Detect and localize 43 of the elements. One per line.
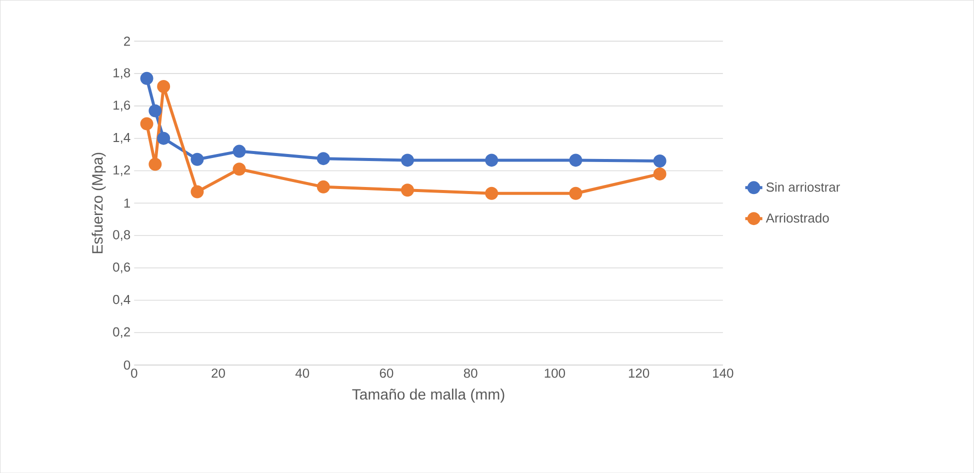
y-tick-label: 1,6 — [114, 100, 130, 112]
x-tick-label: 120 — [628, 368, 650, 378]
point — [401, 184, 414, 197]
x-tick-label: 0 — [131, 368, 138, 378]
point — [140, 72, 154, 85]
y-tick-label: 0,6 — [113, 262, 130, 274]
point — [157, 132, 170, 145]
y-tick-label: 1,2 — [114, 165, 130, 176]
point — [148, 104, 162, 118]
x-tick-label: 80 — [464, 368, 478, 378]
y-tick-label: 0,2 — [113, 327, 130, 338]
legend-label: Arriostrado — [766, 213, 829, 223]
y-tick-label: 2 — [124, 36, 130, 46]
x-tick-label: 40 — [295, 368, 310, 378]
x-tick-label: 140 — [713, 368, 734, 378]
point — [316, 180, 330, 194]
x-axis-title: Tamaño de malla (mm) — [352, 388, 504, 403]
legend-label: Sin arriostrar — [766, 182, 840, 192]
point — [148, 158, 162, 171]
y-tick-label: 1 — [124, 198, 130, 208]
x-tick-label: 20 — [212, 368, 225, 378]
y-tick-label: 1,8 — [114, 68, 130, 79]
point — [569, 154, 582, 167]
y-tick-label: 0,4 — [113, 294, 130, 306]
y-tick-label: 1,4 — [114, 132, 130, 144]
point — [190, 185, 204, 198]
point — [316, 152, 330, 165]
point — [569, 186, 582, 200]
y-axis-title: Esfuerzo (Mpa) — [92, 152, 106, 254]
x-tick-label: 60 — [380, 368, 394, 378]
x-tick-label: 100 — [544, 368, 566, 378]
point — [232, 144, 246, 158]
y-tick-label: 0 — [124, 360, 130, 370]
point — [232, 162, 246, 176]
y-tick-label: 0,8 — [113, 230, 130, 241]
point — [485, 154, 498, 167]
point — [190, 152, 204, 166]
point — [653, 154, 666, 168]
point — [401, 154, 414, 167]
point — [653, 167, 666, 180]
point — [157, 80, 170, 93]
point — [140, 117, 154, 130]
point — [485, 186, 498, 200]
